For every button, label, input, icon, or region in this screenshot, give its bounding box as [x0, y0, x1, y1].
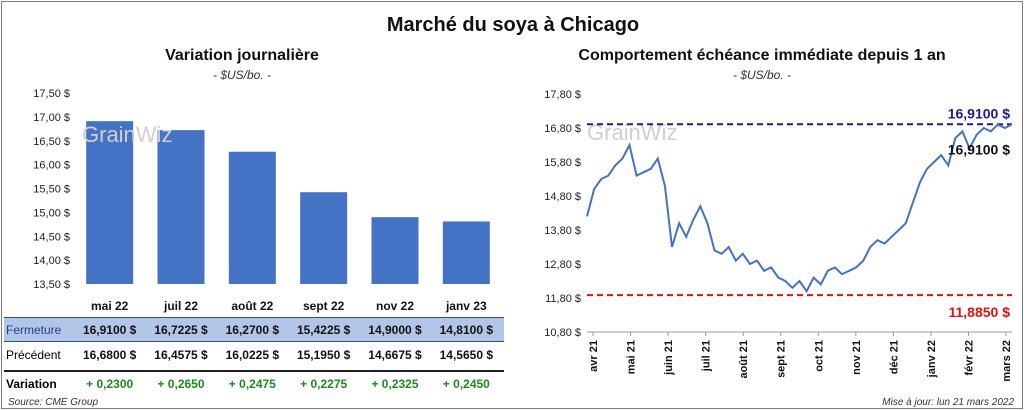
- bar-x-label: janv 23: [445, 299, 487, 313]
- table-cell: 15,1950 $: [296, 348, 351, 362]
- table-cell: 14,8100 $: [439, 323, 494, 337]
- bar-x-label: mai 22: [91, 299, 129, 313]
- table-cell: 16,7225 $: [154, 323, 208, 337]
- bar-y-tick: 14,50 $: [33, 231, 70, 243]
- line-x-label: mars 22: [1001, 340, 1013, 382]
- line-chart: 10,80 $ 11,80 $ 12,80 $ 13,80 $ 14,80 $ 15,80…: [544, 89, 1013, 382]
- table-cell: 15,4225 $: [296, 323, 351, 337]
- bar-series: [86, 121, 490, 284]
- table-row-close: Fermeture 16,9100 $ 16,7225 $ 16,2700 $ 15,4…: [4, 317, 504, 342]
- high-label: 16,9100 $: [948, 105, 1010, 121]
- line-x-label: févr 22: [963, 340, 975, 375]
- bar-y-tick: 14,00 $: [33, 255, 70, 267]
- bar-y-tick: 17,00 $: [33, 112, 70, 124]
- line-y-tick: 14,80 $: [544, 191, 581, 203]
- bar-y-axis: 13,50 $ 14,00 $ 14,50 $ 15,00 $ 15,50 $ 16,00…: [33, 88, 70, 291]
- bar-5: [442, 221, 490, 284]
- line-y-tick: 11,80 $: [545, 293, 581, 305]
- reference-lines: [587, 123, 1012, 297]
- bar-y-tick: 16,50 $: [33, 136, 70, 148]
- price-line-series: [586, 123, 1013, 294]
- line-y-tick: 15,80 $: [544, 157, 581, 169]
- bar-1: [157, 130, 205, 284]
- row-label: Fermeture: [6, 323, 62, 337]
- line-y-tick: 17,80 $: [544, 89, 581, 101]
- bar-y-tick: 15,50 $: [33, 184, 70, 196]
- table-cell: + 0,2300: [86, 377, 134, 391]
- table-cell: 14,6675 $: [368, 348, 422, 362]
- table-cell: + 0,2475: [228, 377, 276, 391]
- table-cell: + 0,2275: [300, 377, 348, 391]
- main-title: Marché du soya à Chicago: [386, 14, 640, 36]
- bar-x-axis: mai 22 juil 22 août 22 sept 22 nov 22 janv 23: [91, 299, 487, 313]
- bar-x-label: août 22: [231, 299, 273, 313]
- table-row-previous: Précédent 16,6800 $ 16,4575 $ 16,0225 $ 15,1…: [4, 343, 504, 367]
- table-cell: 14,9000 $: [368, 323, 422, 337]
- right-panel-subtitle: - $US/bo. -: [732, 68, 792, 82]
- table-cell: 16,9100 $: [82, 323, 137, 337]
- bar-y-tick: 17,50 $: [33, 88, 70, 100]
- bar-x-label: juil 22: [163, 299, 198, 313]
- line-x-label: nov 21: [851, 340, 863, 375]
- bar-chart: 13,50 $ 14,00 $ 14,50 $ 15,00 $ 15,50 $ 16,00…: [33, 88, 490, 313]
- line-x-label: sept 21: [776, 340, 788, 378]
- line-x-axis: avr 21 mai 21 juin 21 juil 21 août 21 sept 21…: [588, 332, 1013, 382]
- bar-y-tick: 15,00 $: [33, 207, 70, 219]
- bar-y-tick: 13,50 $: [33, 279, 70, 291]
- bar-x-label: sept 22: [303, 299, 345, 313]
- line-x-label: avr 21: [588, 340, 600, 372]
- table-cell: + 0,2650: [157, 377, 205, 391]
- line-y-tick: 13,80 $: [544, 225, 581, 237]
- row-label: Précédent: [6, 348, 61, 362]
- line-x-label: juil 21: [701, 340, 713, 372]
- bar-2: [228, 151, 276, 284]
- line-y-tick: 12,80 $: [544, 259, 581, 271]
- left-watermark: GrainWiz: [82, 122, 172, 147]
- bar-0: [86, 121, 134, 284]
- line-x-label: mai 21: [626, 340, 638, 374]
- left-panel-subtitle: - $US/bo. -: [212, 68, 272, 82]
- table-cell: + 0,2450: [442, 377, 490, 391]
- source-note: Source: CME Group: [8, 397, 99, 408]
- right-panel-title: Comportement échéance immédiate depuis 1…: [578, 47, 946, 64]
- line-x-label: juin 21: [663, 340, 675, 376]
- row-label: Variation: [6, 377, 57, 391]
- line-x-label: déc 21: [888, 340, 900, 374]
- bar-x-label: nov 22: [376, 299, 414, 313]
- line-y-axis: 10,80 $ 11,80 $ 12,80 $ 13,80 $ 14,80 $ 15,80…: [544, 89, 1012, 339]
- line-x-label: oct 21: [813, 340, 825, 372]
- current-label: 16,9100 $: [948, 141, 1010, 157]
- bar-y-tick: 16,00 $: [33, 160, 70, 172]
- table-cell: 14,5650 $: [439, 348, 494, 362]
- table-cell: 16,4575 $: [154, 348, 208, 362]
- line-x-label: août 21: [738, 340, 750, 379]
- left-panel-title: Variation journalière: [165, 47, 319, 64]
- line-y-tick: 10,80 $: [544, 327, 581, 339]
- line-y-tick: 16,80 $: [544, 123, 581, 135]
- table-cell: + 0,2325: [371, 377, 419, 391]
- table-cell: 16,0225 $: [225, 348, 280, 362]
- bar-3: [300, 192, 348, 284]
- line-x-label: janv 22: [926, 340, 938, 378]
- table-row-variation: Variation + 0,2300 + 0,2650 + 0,2475 + 0,227…: [4, 370, 504, 396]
- table-cell: 16,2700 $: [225, 323, 280, 337]
- table-cell: 16,6800 $: [82, 348, 137, 362]
- price-line: [586, 123, 1013, 294]
- low-label: 11,8850 $: [948, 304, 1010, 320]
- update-note: Mise à jour: lun 21 mars 2022: [882, 397, 1014, 408]
- bar-4: [371, 217, 419, 284]
